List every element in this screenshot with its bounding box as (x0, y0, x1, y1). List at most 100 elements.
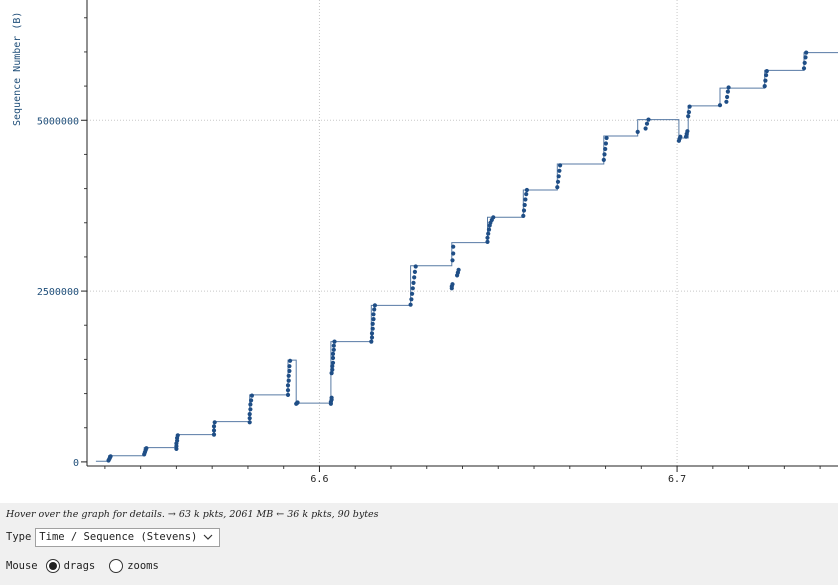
data-point (486, 231, 491, 236)
data-point (687, 104, 692, 109)
data-point (485, 235, 490, 240)
series-points-layer (106, 50, 809, 463)
data-point (372, 307, 377, 312)
data-point (602, 152, 607, 157)
data-point (409, 297, 414, 302)
data-point (175, 433, 180, 438)
data-point (288, 358, 293, 363)
drags-radio[interactable] (45, 559, 60, 573)
data-point (686, 114, 691, 119)
data-point (601, 157, 606, 162)
data-point (521, 208, 527, 213)
x-tick-label: 6.6 (310, 474, 328, 485)
data-point (717, 103, 723, 108)
data-point (725, 89, 731, 94)
data-point (370, 326, 375, 331)
data-point (724, 99, 729, 104)
data-point (763, 78, 768, 83)
data-point (725, 94, 730, 100)
data-point (604, 135, 609, 141)
data-point (408, 302, 413, 307)
data-point (686, 110, 692, 115)
data-point (372, 303, 377, 308)
data-point (285, 392, 291, 397)
data-point (249, 393, 254, 398)
data-point (804, 50, 809, 55)
data-point (450, 258, 455, 263)
data-point (412, 269, 417, 274)
y-tick-label: 2500000 (37, 287, 79, 298)
data-point (211, 428, 217, 433)
graph-type-select[interactable]: Time / Sequence (Stevens) (35, 527, 221, 547)
drags-label[interactable]: drags (63, 560, 96, 572)
mouse-mode-row: Mouse drags zooms (6, 557, 165, 575)
data-point (247, 412, 252, 417)
x-tick-label: 6.7 (668, 474, 686, 485)
data-point (287, 364, 292, 369)
data-point (332, 339, 337, 344)
data-point (144, 446, 149, 451)
sequence-graph[interactable]: 0 2500000 5000000 6.6 6.7 Sequence Number (B… (0, 0, 838, 503)
data-point (556, 174, 561, 179)
data-point (330, 355, 336, 361)
data-point (369, 339, 374, 344)
mouse-label: Mouse (6, 560, 38, 572)
y-axis-title: Sequence Number (B) (12, 12, 23, 126)
data-point (491, 215, 496, 220)
data-point (486, 227, 492, 232)
data-point (410, 291, 415, 296)
chevron-down-icon (203, 534, 213, 540)
data-point (329, 395, 334, 400)
data-point (247, 420, 252, 425)
data-point (521, 213, 526, 218)
data-point (369, 335, 375, 340)
data-point (370, 321, 375, 326)
data-point (603, 141, 609, 146)
data-point (803, 55, 808, 60)
data-point (369, 331, 375, 336)
data-point (211, 432, 217, 437)
zooms-radio[interactable] (109, 559, 124, 573)
data-point (524, 187, 530, 193)
data-point (412, 275, 417, 280)
data-point (285, 383, 291, 388)
data-point (450, 282, 455, 287)
data-point (211, 424, 217, 429)
data-point (248, 407, 253, 412)
data-point (371, 312, 376, 317)
data-point (411, 280, 416, 285)
data-point (330, 367, 335, 372)
axes: 0 2500000 5000000 6.6 6.7 (37, 0, 838, 485)
data-point (451, 251, 456, 256)
data-point (603, 146, 608, 152)
data-point (643, 126, 648, 131)
graph-plot-area[interactable]: 0 2500000 5000000 6.6 6.7 Sequence Number (B… (0, 0, 838, 503)
data-point (524, 192, 529, 197)
data-point (286, 373, 291, 378)
data-point (558, 163, 563, 168)
data-point (248, 402, 253, 407)
data-point (371, 317, 376, 322)
data-point (410, 286, 415, 291)
series-step-line (95, 52, 838, 462)
data-point (685, 129, 690, 134)
data-point (523, 197, 528, 202)
data-point (801, 66, 807, 71)
graph-type-value: Time / Sequence (Stevens) (39, 531, 198, 543)
data-point (555, 179, 561, 184)
data-point (646, 117, 651, 122)
data-point (331, 343, 336, 348)
data-point (330, 351, 336, 356)
data-point (331, 347, 336, 352)
y-tick-label: 5000000 (37, 116, 79, 127)
data-point (330, 360, 336, 365)
data-point (522, 202, 527, 208)
data-point (285, 388, 291, 393)
data-point (456, 267, 461, 272)
zooms-label[interactable]: zooms (127, 560, 159, 572)
series-step-line-layer (95, 52, 838, 462)
data-point (413, 264, 418, 269)
data-point (726, 85, 731, 90)
data-point (644, 121, 650, 126)
data-point (557, 168, 562, 173)
